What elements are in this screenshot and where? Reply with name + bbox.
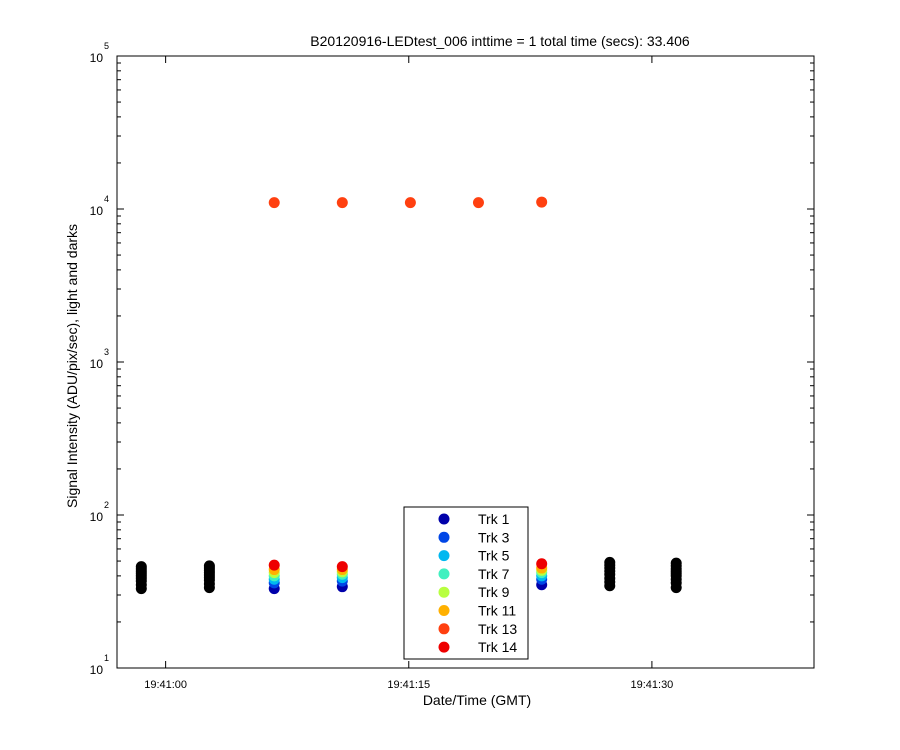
y-tick-exponent: 3 (104, 347, 109, 357)
legend-label-trk-14: Trk 14 (478, 639, 517, 655)
y-tick-exponent: 4 (104, 194, 109, 204)
point-dark (604, 556, 616, 568)
point-trk-14 (268, 559, 280, 571)
point-trk-14 (536, 558, 548, 570)
y-axis-label: Signal Intensity (ADU/pix/sec), light an… (64, 224, 80, 508)
point-trk-13 (268, 197, 280, 209)
legend-marker-trk-11 (438, 605, 450, 616)
y-tick-exponent: 2 (104, 500, 109, 510)
x-tick-label: 19:41:00 (144, 679, 187, 691)
legend-label-trk-5: Trk 5 (478, 548, 510, 564)
y-tick-exponent: 5 (104, 41, 109, 51)
point-trk-13 (336, 197, 348, 209)
x-axis: 19:41:00 19:41:15 19:41:30 (144, 56, 673, 691)
point-trk-13 (472, 197, 484, 209)
legend-marker-trk-5 (438, 550, 450, 562)
legend-marker-trk-14 (438, 641, 450, 653)
chart-title: B20120916-LEDtest_006 inttime = 1 total … (310, 33, 690, 49)
point-dark (135, 561, 147, 573)
legend-marker-trk-1 (438, 513, 450, 525)
y-tick-label: 10 (90, 357, 104, 371)
legend-label-trk-3: Trk 3 (478, 529, 510, 545)
x-tick-label: 19:41:15 (387, 679, 430, 691)
point-trk-14 (336, 561, 348, 573)
legend-label-trk-7: Trk 7 (478, 566, 510, 582)
legend-marker-trk-7 (438, 568, 450, 580)
legend: Trk 1 Trk 3 Trk 5 Trk 7 Trk 9 Trk 11 Trk 13 Trk… (403, 506, 529, 660)
y-tick-label: 10 (90, 51, 104, 65)
legend-marker-trk-13 (438, 623, 450, 635)
y-tick-label: 10 (90, 204, 104, 218)
legend-label-trk-11: Trk 11 (478, 603, 516, 619)
legend-marker-trk-3 (438, 531, 450, 543)
y-tick-label: 10 (90, 663, 104, 677)
legend-marker-trk-9 (438, 586, 450, 598)
y-tick-exponent: 1 (104, 653, 109, 663)
y-tick-label: 10 (90, 510, 104, 524)
legend-label-trk-1: Trk 1 (478, 511, 510, 527)
x-axis-label: Date/Time (GMT) (423, 692, 531, 708)
point-trk-13 (404, 197, 416, 209)
point-trk-13 (536, 196, 548, 208)
x-tick-label: 19:41:30 (630, 679, 673, 691)
point-dark (670, 557, 682, 569)
legend-label-trk-13: Trk 13 (478, 621, 517, 637)
legend-box (403, 506, 529, 660)
point-dark (203, 560, 215, 572)
legend-label-trk-9: Trk 9 (478, 584, 510, 600)
data-points (135, 196, 682, 595)
